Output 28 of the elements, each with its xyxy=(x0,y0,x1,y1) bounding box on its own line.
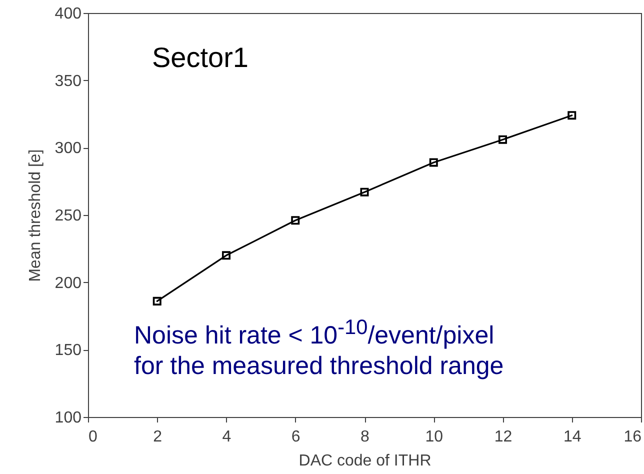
point xyxy=(429,158,438,167)
x-tick-label: 16 xyxy=(624,428,642,446)
x-tick-label: 8 xyxy=(360,428,370,446)
annotation: Sector1 xyxy=(152,42,248,74)
point xyxy=(291,216,300,225)
y-tick-label: 350 xyxy=(54,72,82,90)
annotation: Noise hit rate < 10$^{-10}$/event/pixel xyxy=(134,316,494,350)
point xyxy=(498,135,508,144)
x-tick-label: 14 xyxy=(563,428,582,446)
annotation: for the measured threshold range xyxy=(134,352,504,381)
y-tick-label: 150 xyxy=(54,342,82,360)
x-axis-title: DAC code of ITHR xyxy=(298,452,432,470)
x-tick-label: 0 xyxy=(88,428,98,446)
point xyxy=(360,188,369,196)
y-tick-label: 250 xyxy=(54,208,82,224)
x-tick-label: 4 xyxy=(222,428,232,446)
x-tick-label: 2 xyxy=(153,428,162,446)
x-tick-label: 12 xyxy=(494,428,512,446)
y-tick-label: 300 xyxy=(54,140,82,158)
y-tick-label: 100 xyxy=(54,410,82,426)
y-tick-label: 400 xyxy=(54,6,82,22)
y-axis-title: Mean threshold [e] xyxy=(26,149,44,282)
point xyxy=(152,296,162,306)
y-tick-label: 200 xyxy=(54,274,82,292)
x-tick-label: 6 xyxy=(291,428,300,446)
point xyxy=(222,251,231,260)
x-tick-label: 10 xyxy=(425,428,444,446)
point xyxy=(568,111,576,120)
